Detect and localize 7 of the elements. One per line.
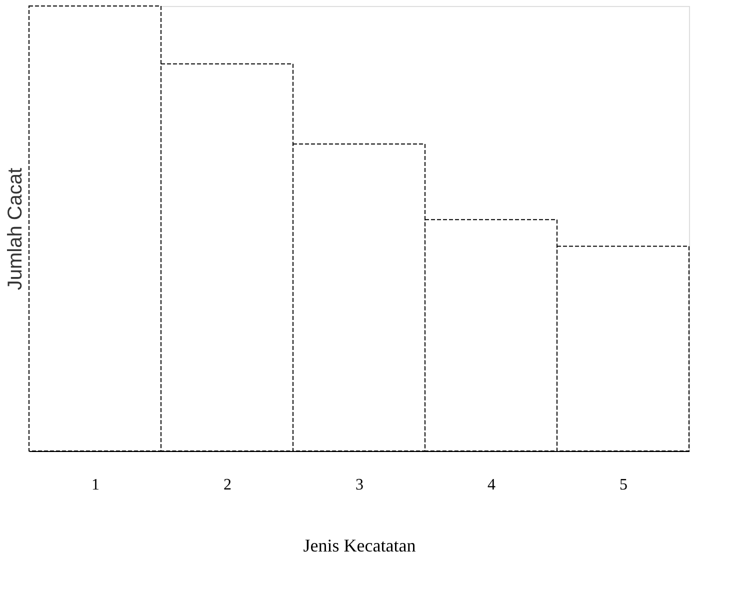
- x-tick-label: 3: [356, 476, 364, 494]
- x-tick-label: 1: [92, 476, 100, 494]
- x-tick-label: 2: [224, 476, 232, 494]
- y-axis-title: Jumlah Cacat: [4, 167, 26, 290]
- x-tick-label: 5: [620, 476, 628, 494]
- x-axis-title: Jenis Kecatatan: [303, 536, 416, 556]
- x-tick-label: 4: [488, 476, 496, 494]
